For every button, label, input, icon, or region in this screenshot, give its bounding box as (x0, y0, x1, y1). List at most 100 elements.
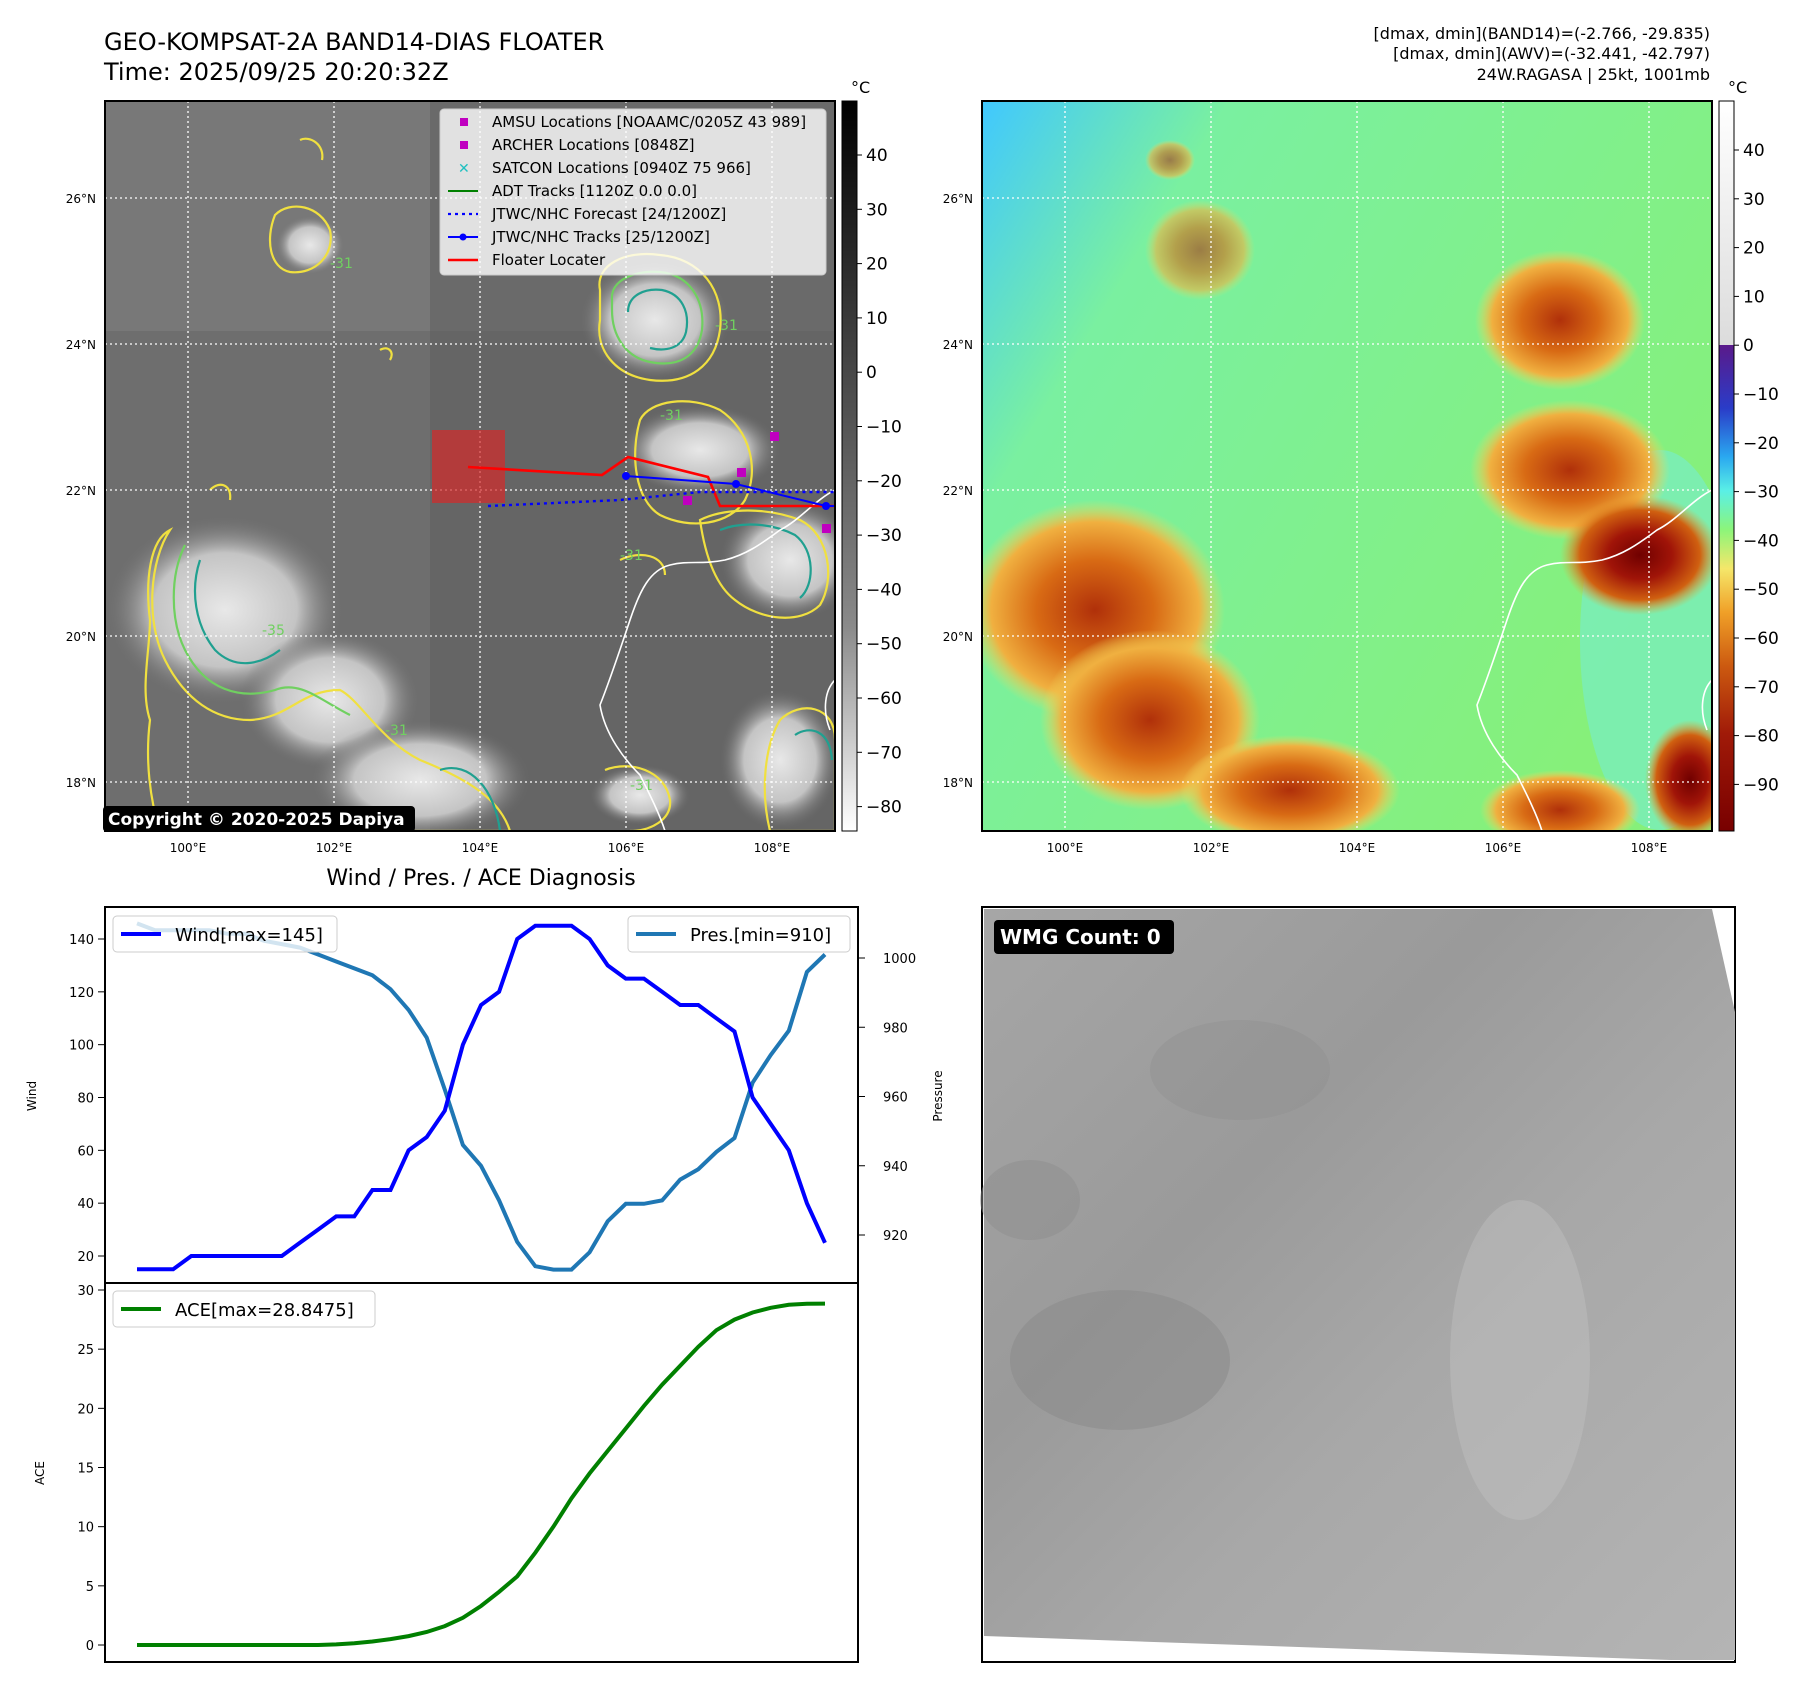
lon-tick: 102°E (1193, 841, 1230, 855)
legend-amsu-label: AMSU Locations [NOAAMC/0205Z 43 989] (492, 113, 806, 131)
wind-tick: 140 (69, 933, 94, 948)
amsu-marker (822, 524, 831, 533)
floater-track (467, 455, 835, 508)
color-colorbar-tick: −60 (1743, 629, 1779, 649)
contour-yellow-storm (634, 400, 753, 525)
gray-colorbar-tick: 10 (866, 309, 888, 329)
contour-label: -35 (262, 623, 285, 639)
wind-tick: 40 (77, 1197, 94, 1212)
gray-colorbar-tick: 0 (866, 363, 877, 383)
lat-tick: 22°N (66, 484, 96, 498)
legend-amsu-swatch (460, 118, 468, 126)
ir-map-lat-ticks: 26°N 24°N 22°N 20°N 18°N (66, 192, 96, 790)
color-colorbar-tick: 10 (1743, 287, 1765, 307)
ace-tick: 20 (77, 1402, 94, 1417)
legend-floater-label: Floater Locater (492, 251, 606, 269)
figure-time: Time: 2025/09/25 20:20:32Z (103, 58, 449, 86)
ace-legend: ACE[max=28.8475] (112, 1290, 376, 1328)
pressure-legend-label: Pres.[min=910] (690, 925, 831, 946)
pressure-tick: 960 (883, 1091, 908, 1106)
lon-tick: 102°E (316, 841, 353, 855)
color-colorbar-tick: −10 (1743, 385, 1779, 405)
lat-tick: 20°N (66, 630, 96, 644)
color-colorbar-tick: −50 (1743, 580, 1779, 600)
legend-tracks-label: JTWC/NHC Tracks [25/1200Z] (491, 228, 710, 246)
ace-frame (104, 1282, 859, 1663)
enhanced-map-gridlines (982, 101, 1712, 831)
wind-tick: 80 (77, 1092, 94, 1107)
convection-north (1475, 250, 1645, 390)
color-colorbar-tick: 20 (1743, 239, 1765, 259)
color-colorbar-tick: −70 (1743, 678, 1779, 698)
wmg-panel: WMG Count: 0 (980, 906, 1736, 1663)
gray-colorbar-tick: −20 (866, 472, 902, 492)
color-colorbar-tick: 40 (1743, 141, 1765, 161)
color-colorbar-tick: −40 (1743, 531, 1779, 551)
enhanced-map-panel (982, 101, 1712, 831)
color-colorbar-tick: −80 (1743, 727, 1779, 747)
gray-colorbar-tick: −60 (866, 689, 902, 709)
legend-satcon-label: SATCON Locations [0940Z 75 966] (492, 159, 751, 177)
map-legend: AMSU Locations [NOAAMC/0205Z 43 989] ARC… (439, 108, 827, 276)
contour-label: -31 (715, 318, 738, 334)
lat-tick: 18°N (66, 776, 96, 790)
gray-colorbar-bar (841, 100, 858, 832)
lat-tick: 26°N (66, 192, 96, 206)
enhanced-map-lon-ticks: 100°E 102°E 104°E 106°E 108°E (1047, 841, 1668, 855)
color-colorbar-bar (1718, 100, 1735, 832)
lon-tick: 108°E (1631, 841, 1668, 855)
contour-label: -31 (385, 723, 408, 739)
gray-colorbar-tick: 30 (866, 200, 888, 220)
color-colorbar-tick: 0 (1743, 336, 1754, 356)
ir-map-lon-ticks: 100°E 102°E 104°E 106°E 108°E (170, 841, 791, 855)
lon-tick: 100°E (1047, 841, 1084, 855)
enhanced-map-lat-ticks: 26°N 24°N 22°N 20°N 18°N (943, 192, 973, 790)
wmg-image (984, 909, 1735, 1660)
lon-tick: 104°E (462, 841, 499, 855)
wind-pressure-chart: Wind Pressure 140 120 100 80 60 40 20 1000 980 9… (25, 906, 945, 1284)
gray-colorbar-tick: −80 (866, 798, 902, 818)
ace-series-line (137, 1301, 826, 1647)
lat-tick: 20°N (943, 630, 973, 644)
ace-legend-label: ACE[max=28.8475] (175, 1300, 354, 1321)
wind-series-line (137, 923, 827, 1272)
copyright-text: Copyright © 2020-2025 Dapiya (108, 810, 405, 830)
coastline (599, 489, 835, 831)
pressure-tick: 920 (883, 1229, 908, 1244)
contour-label: -31 (630, 778, 653, 794)
ace-chart: ACE 30 25 20 15 10 5 0 ACE[max=28.8475] (33, 1282, 859, 1663)
info-awv: [dmax, dmin](AWV)=(-32.441, -42.797) (1393, 44, 1710, 63)
gray-colorbar-tick: −10 (866, 418, 902, 438)
jtwc-track-point (622, 472, 630, 480)
contour-label: -31 (660, 408, 683, 424)
archer-marker (683, 496, 692, 505)
info-storm: 24W.RAGASA | 25kt, 1001mb (1477, 65, 1710, 84)
figure-title: GEO-KOMPSAT-2A BAND14-DIAS FLOATER (104, 28, 604, 56)
ace-tick: 30 (77, 1284, 94, 1299)
wind-tick: 120 (69, 986, 94, 1001)
legend-forecast-label: JTWC/NHC Forecast [24/1200Z] (491, 205, 726, 223)
lon-tick: 106°E (608, 841, 645, 855)
wind-pressure-frame (104, 906, 859, 1284)
color-colorbar-tick: −20 (1743, 434, 1779, 454)
legend-archer-label: ARCHER Locations [0848Z] (492, 136, 695, 154)
pressure-tick: 1000 (883, 952, 916, 967)
gray-colorbar-tick: −70 (866, 743, 902, 763)
pressure-tick: 940 (883, 1160, 908, 1175)
wind-axis-label: Wind (25, 1081, 39, 1111)
lon-tick: 108°E (754, 841, 791, 855)
diagnosis-title: Wind / Pres. / ACE Diagnosis (326, 866, 635, 891)
wind-tick: 100 (69, 1039, 94, 1054)
gray-colorbar-tick: −50 (866, 635, 902, 655)
lat-tick: 22°N (943, 484, 973, 498)
lat-tick: 26°N (943, 192, 973, 206)
pressure-tick: 980 (883, 1021, 908, 1036)
color-colorbar-tick: −30 (1743, 483, 1779, 503)
color-colorbar-tick: −90 (1743, 775, 1779, 795)
contour-yellow-west (144, 527, 512, 831)
gray-colorbar-tick: −40 (866, 580, 902, 600)
lon-tick: 100°E (170, 841, 207, 855)
contour-label: -31 (620, 548, 643, 564)
ace-tick: 10 (77, 1521, 94, 1536)
